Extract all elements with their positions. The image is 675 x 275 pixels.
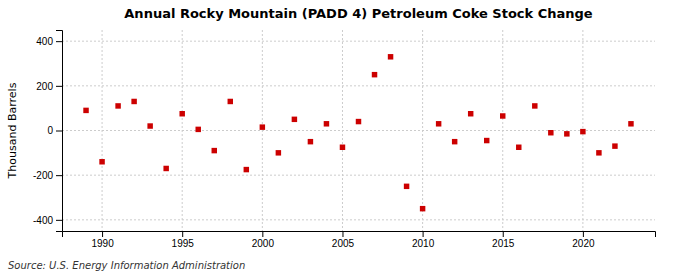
title: Annual Rocky Mountain (PADD 4) Petroleum… — [124, 6, 593, 21]
point — [99, 159, 104, 164]
y-axis: -400 -200 0 200 400 — [33, 31, 63, 232]
x-tick-mark — [583, 231, 584, 237]
x-axis-line — [63, 232, 656, 238]
point — [292, 117, 297, 122]
x-tick: 1995 — [172, 231, 195, 249]
point — [276, 150, 281, 155]
y-tick-mark — [56, 175, 62, 176]
point — [532, 103, 537, 108]
x-tick: 2020 — [572, 231, 595, 249]
point — [516, 145, 521, 150]
y-tick-label: -400 — [33, 215, 53, 226]
x-tick-label: 2005 — [332, 238, 355, 249]
source: Source: U.S. Energy Information Administ… — [8, 260, 245, 271]
point — [436, 121, 441, 126]
y-tick: -400 — [33, 215, 62, 226]
points — [83, 54, 633, 211]
point — [308, 139, 313, 144]
chart: 1990 1995 2000 2005 2010 2015 2020 -400 -200 0 200… — [0, 0, 675, 275]
x-tick: 2000 — [252, 231, 275, 249]
y-tick: 0 — [47, 125, 62, 136]
point — [580, 129, 585, 134]
point — [564, 131, 569, 136]
x-tick: 2005 — [332, 231, 355, 249]
x-tick: 1990 — [91, 231, 114, 249]
y-grid-line — [62, 130, 655, 131]
point — [548, 130, 553, 135]
point — [340, 145, 345, 150]
x-tick-label: 2000 — [252, 238, 275, 249]
point — [228, 99, 233, 104]
point — [212, 148, 217, 153]
point — [404, 184, 409, 189]
point — [628, 121, 633, 126]
x-grid-line — [102, 30, 103, 231]
point — [260, 124, 265, 129]
y-tick: 200 — [36, 81, 62, 92]
y-axis-title: Thousand Barrels — [6, 82, 19, 179]
y-grid-line — [62, 41, 655, 42]
point — [195, 127, 200, 132]
y-tick-mark — [56, 220, 62, 221]
y-grid-line — [62, 85, 655, 86]
point — [468, 111, 473, 116]
x-tick: 2015 — [492, 231, 515, 249]
x-tick-mark — [503, 231, 504, 237]
point — [179, 111, 184, 116]
x-tick-mark — [423, 231, 424, 237]
point — [147, 123, 152, 128]
x-tick-label: 1990 — [91, 238, 114, 249]
point — [115, 103, 120, 108]
y-axis-line — [56, 31, 63, 232]
point — [131, 99, 136, 104]
y-grid-line — [62, 219, 655, 220]
grid — [62, 30, 655, 231]
point — [356, 119, 361, 124]
point — [244, 167, 249, 172]
y-tick-mark — [56, 131, 62, 132]
y-tick: -200 — [33, 170, 62, 181]
x-grid-line — [342, 30, 343, 231]
y-tick-label: 200 — [36, 81, 53, 92]
x-tick-mark — [102, 231, 103, 237]
x-tick-label: 1995 — [172, 238, 195, 249]
y-tick-label: 0 — [47, 125, 53, 136]
x-grid-line — [422, 30, 423, 231]
point — [596, 150, 601, 155]
point — [612, 143, 617, 148]
point — [500, 113, 505, 118]
y-tick: 400 — [36, 36, 62, 47]
y-tick-mark — [56, 86, 62, 87]
point — [452, 139, 457, 144]
point — [420, 206, 425, 211]
point — [388, 54, 393, 59]
x-tick: 2010 — [412, 231, 435, 249]
x-tick-label: 2010 — [412, 238, 435, 249]
x-grid-line — [262, 30, 263, 231]
x-tick-label: 2015 — [492, 238, 515, 249]
point — [324, 121, 329, 126]
y-tick-label: -200 — [33, 170, 53, 181]
y-tick-mark — [56, 41, 62, 42]
x-tick-mark — [182, 231, 183, 237]
x-tick-mark — [342, 231, 343, 237]
y-grid-line — [62, 175, 655, 176]
point — [83, 108, 88, 113]
point — [484, 138, 489, 143]
x-tick-mark — [262, 231, 263, 237]
point — [163, 166, 168, 171]
point — [372, 72, 377, 77]
x-tick-label: 2020 — [572, 238, 595, 249]
y-tick-label: 400 — [36, 36, 53, 47]
x-grid-line — [182, 30, 183, 231]
x-grid-line — [502, 30, 503, 231]
x-axis: 1990 1995 2000 2005 2010 2015 2020 — [63, 231, 656, 249]
